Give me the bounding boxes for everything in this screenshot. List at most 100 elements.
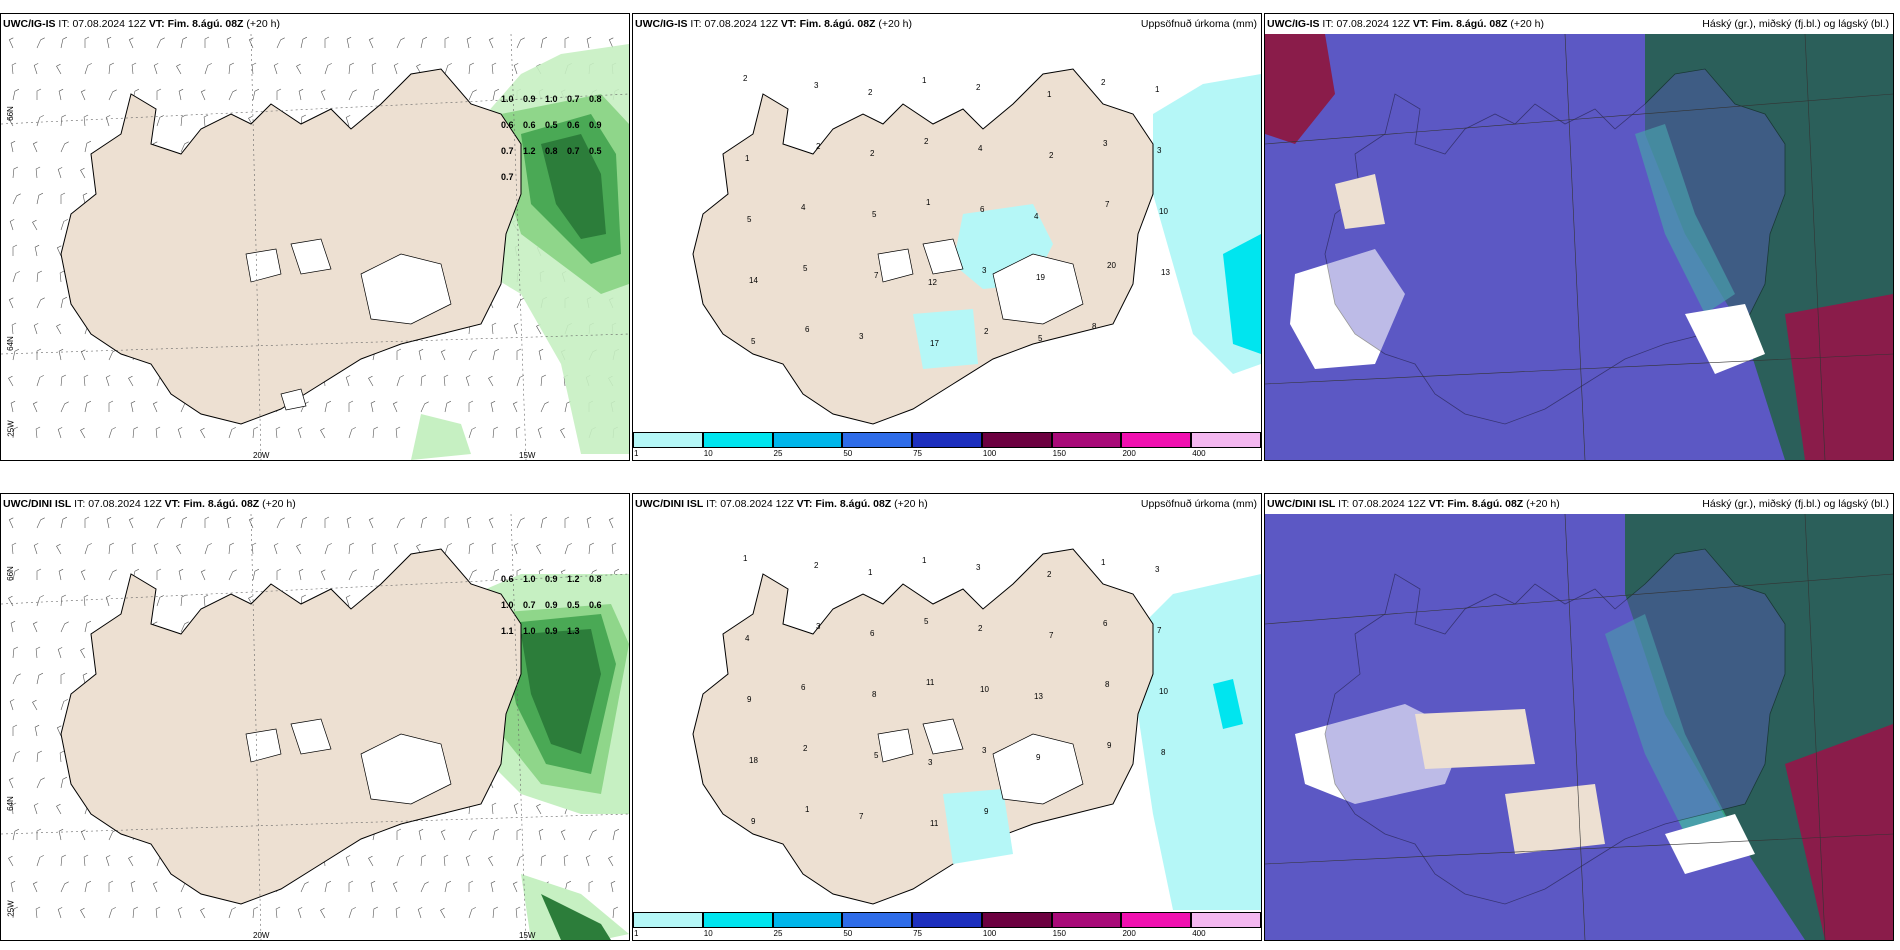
wind-barb: [297, 427, 303, 439]
precip-value-label: 4: [978, 144, 983, 153]
precip-value-label: 19: [1036, 273, 1045, 282]
wind-barb: [83, 374, 89, 387]
wind-barb: [36, 88, 42, 100]
wind-barb: [346, 36, 352, 49]
precip-value-label: 9: [751, 817, 756, 826]
precip-value-label: 6: [980, 205, 985, 214]
wind-barb: [83, 854, 89, 867]
wind-barb: [35, 166, 41, 179]
wind-barb: [60, 621, 69, 633]
wind-barb: [200, 427, 206, 439]
wind-barb: [180, 621, 189, 633]
wind-barb: [420, 36, 428, 49]
wind-barb: [8, 855, 14, 867]
wind-value-label: 1.0: [501, 600, 514, 610]
wind-barb: [84, 620, 92, 633]
precip-value-label: 2: [1047, 570, 1052, 579]
wind-barb: [370, 400, 376, 413]
wind-barb: [420, 881, 429, 893]
wind-barb: [348, 89, 357, 101]
precip-map: 2 3 2 1 2 1 2 1 1 2 2 2 4 2 3 3 5 4 5 1 6 4 7 10 14 5 7 12 3 19 20 13 5 6…: [633, 34, 1261, 430]
precip-value-label: 1: [1155, 85, 1160, 94]
wind-value-label: 0.5: [589, 146, 602, 156]
it-value: 07.08.2024 12Z: [1352, 498, 1426, 510]
colorbar-swatch: [633, 912, 703, 928]
wind-value-label: 0.7: [523, 600, 536, 610]
wind-barb: [32, 881, 38, 893]
wind-barb: [396, 855, 404, 867]
vt-label: VT:: [1412, 18, 1429, 30]
wind-barb: [324, 543, 332, 555]
precip-value-label: 8: [1105, 680, 1110, 689]
colorbar-swatch: [842, 912, 913, 928]
lat-label-64n: 64N: [5, 336, 15, 351]
precip-value-label: 1: [922, 556, 927, 565]
wind-barb: [12, 193, 21, 205]
wind-barb: [155, 906, 161, 919]
wind-barb: [563, 854, 569, 867]
wind-barb: [12, 646, 19, 659]
wind-barb: [36, 750, 43, 763]
wind-barb: [468, 427, 476, 439]
wind-barb: [300, 36, 308, 49]
wind-barb: [11, 542, 17, 555]
wind-barb: [105, 375, 111, 387]
wind-barb: [516, 828, 522, 840]
wind-value-label: 1.3: [567, 626, 580, 636]
precip-value-label: 3: [982, 746, 987, 755]
precip-value-label: 7: [859, 812, 864, 821]
colorbar-swatch: [1121, 432, 1192, 448]
wind-barb: [273, 63, 279, 75]
wind-barb: [8, 777, 14, 789]
wind-barb: [516, 375, 524, 387]
wind-barb: [372, 568, 380, 581]
wind-barb: [492, 568, 500, 581]
wind-barb: [516, 855, 524, 867]
wind-barb: [35, 906, 41, 919]
wind-barb: [105, 115, 111, 127]
wind-barb: [538, 828, 544, 841]
wind-barb: [204, 516, 210, 528]
precip-value-label: 5: [751, 337, 756, 346]
it-label: IT:: [706, 498, 718, 510]
wind-barb: [56, 543, 62, 555]
wind-barb: [80, 167, 86, 179]
wind-barb: [515, 906, 521, 919]
wind-barb: [612, 828, 620, 841]
wind-barb: [80, 569, 86, 581]
colorbar-swatch: [1191, 912, 1261, 928]
precip-value-label: 3: [1103, 139, 1108, 148]
wind-barb: [60, 776, 68, 789]
precip-value-label: 5: [1038, 334, 1043, 343]
wind-barb: [33, 803, 39, 815]
wind-barb: [610, 880, 616, 893]
wind-barb: [300, 516, 308, 529]
precip-value-label: 8: [1092, 322, 1097, 331]
wind-barb: [80, 647, 86, 659]
wind-barb: [468, 829, 477, 841]
precip-value-label: 9: [747, 695, 752, 704]
wind-barb: [251, 62, 257, 75]
wind-barb: [540, 516, 548, 529]
colorbar-tick-label: 10: [703, 929, 713, 938]
precip-map: 1 2 1 1 3 2 1 3 4 3 6 5 2 7 6 7 9 6 8 11 10 13 8 10 18 2 5 3 3 9 9 8 9 1 7…: [633, 514, 1261, 910]
wind-barb: [33, 63, 39, 75]
precip-value-label: 2: [1101, 78, 1106, 87]
colorbar-swatch: [1051, 912, 1122, 928]
wind-barb: [492, 88, 500, 101]
colorbar-swatch: [912, 912, 982, 928]
wind-barb: [368, 37, 374, 49]
wind-barb: [465, 855, 471, 867]
wind-barb: [108, 880, 114, 892]
precip-value-label: 4: [1034, 212, 1039, 221]
wind-barb: [152, 401, 158, 413]
precip-value-label: 9: [984, 807, 989, 816]
wind-barb: [564, 516, 570, 528]
wind-barb: [516, 37, 525, 49]
wind-barb: [60, 881, 69, 893]
vt-value: Fim. 8.ágú. 08Z: [1431, 18, 1508, 30]
model-name: UWC/DINI ISL: [635, 498, 704, 510]
wind-barb: [60, 219, 68, 231]
wind-barb: [12, 426, 19, 439]
wind-barb: [204, 543, 212, 555]
